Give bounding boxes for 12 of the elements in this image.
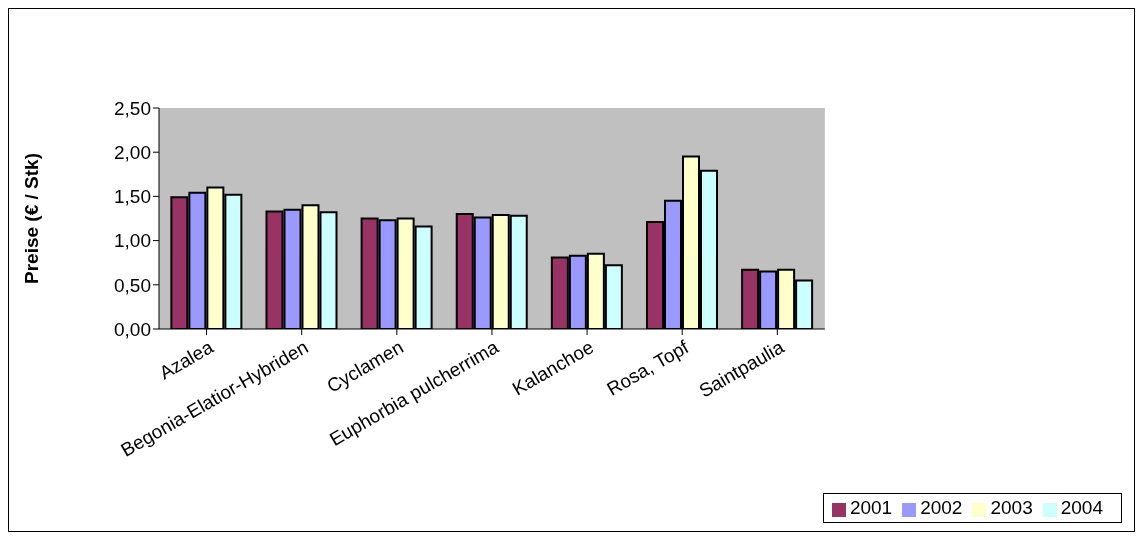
x-tick-label: Rosa, Topf (603, 335, 693, 400)
y-axis-title: Preise (€ / Stk) (20, 153, 42, 284)
legend-label: 2002 (920, 497, 963, 518)
y-tick-label: 0,50 (114, 274, 151, 296)
y-tick-label: 2,00 (114, 141, 151, 163)
y-tick-label: 0,00 (114, 318, 151, 340)
y-tick-label: 1,50 (114, 186, 151, 208)
y-tick-label: 1,00 (114, 230, 151, 252)
legend-label: 2001 (849, 497, 893, 518)
legend-label: 2003 (990, 497, 1033, 518)
legend-label: 2004 (1060, 497, 1103, 518)
y-tick-label: 2,50 (114, 97, 151, 119)
